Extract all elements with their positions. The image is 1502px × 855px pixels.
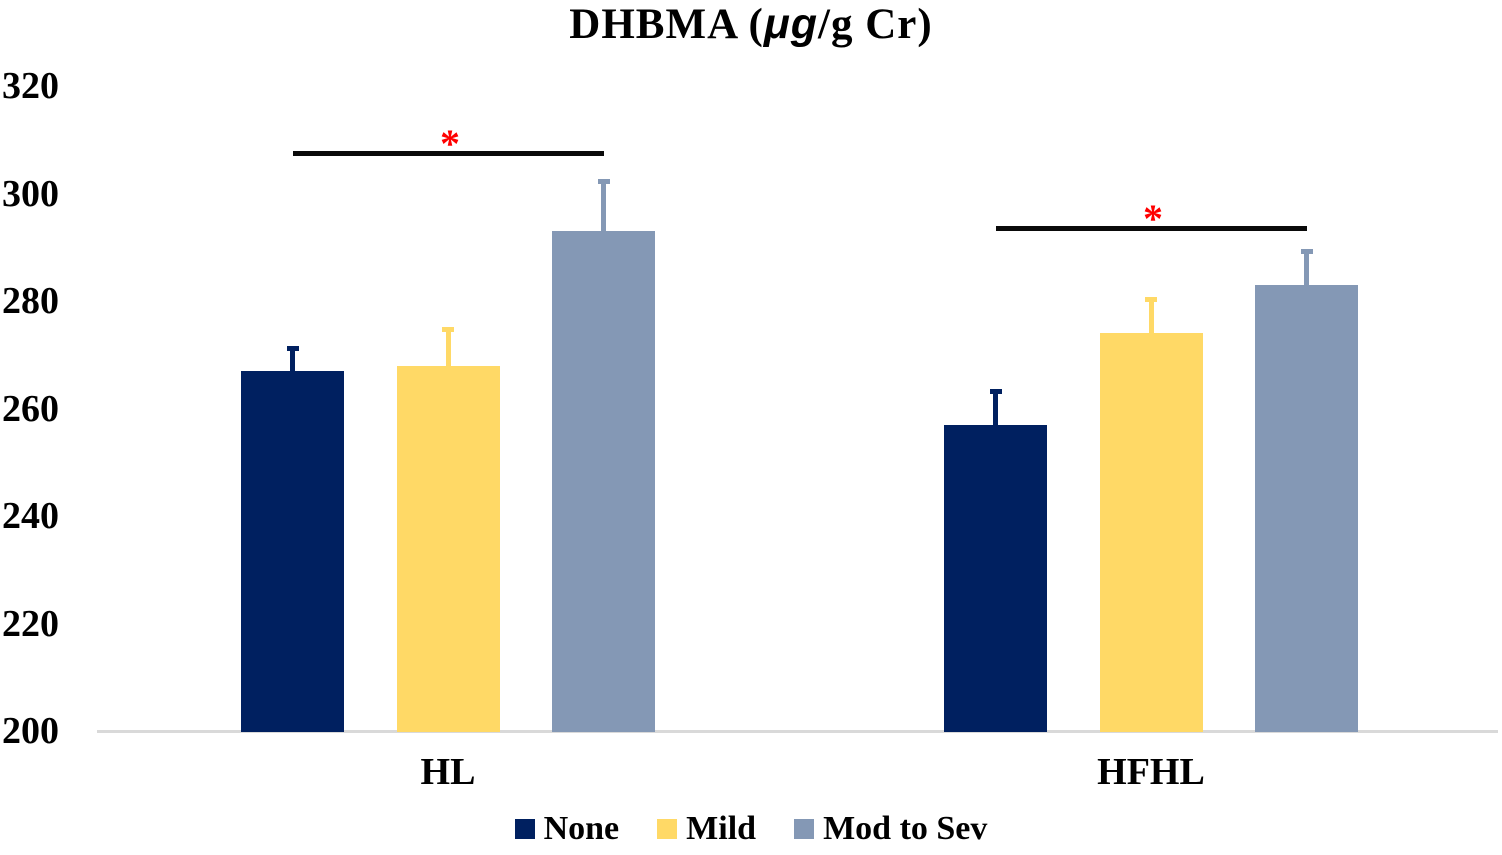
bar-hl-none <box>241 370 344 732</box>
legend-label: Mild <box>686 810 757 847</box>
chart-title-mu-unit: μg <box>763 0 819 48</box>
legend-item-none: None <box>514 810 620 847</box>
error-bar-cap <box>442 326 454 332</box>
y-axis-tick-label: 320 <box>2 65 59 107</box>
legend: None Mild Mod to Sev <box>0 812 1502 846</box>
x-axis-group-label-hfhl: HFHL <box>1097 751 1205 793</box>
y-axis-tick-label: 220 <box>2 602 59 645</box>
bar-hl-mild <box>396 365 500 732</box>
y-axis-tick-label: 280 <box>2 280 59 322</box>
y-axis-tick-label: 260 <box>2 387 59 430</box>
error-bar-stem <box>1304 249 1309 285</box>
error-bar-stem <box>445 327 451 366</box>
error-bar-stem <box>601 180 606 232</box>
error-bar-stem <box>993 389 998 425</box>
x-axis-line <box>97 729 1498 733</box>
x-axis-group-label-hl: HL <box>420 751 476 793</box>
y-axis-tick-label: 300 <box>2 172 59 215</box>
legend-item-mild: Mild <box>657 812 756 846</box>
significance-line-hfhl <box>995 225 1307 231</box>
error-bar-cap <box>286 345 299 351</box>
legend-swatch-icon <box>794 819 815 839</box>
bar-hfhl-mod-to-sev <box>1255 284 1358 732</box>
chart-title-suffix: /g Cr) <box>818 1 933 48</box>
plot-area: 320 300 280 260 240 220 200 * * HL HFHL <box>2 65 1498 793</box>
significance-asterisk-hl: * <box>440 120 460 166</box>
significance-asterisk-hfhl: * <box>1143 195 1163 241</box>
error-bar-cap <box>597 179 610 185</box>
legend-label: None <box>543 810 620 847</box>
legend-label: Mod to Sev <box>823 810 988 847</box>
legend-swatch-icon <box>514 819 535 839</box>
error-bar-cap <box>1145 297 1157 303</box>
chart-title: DHBMA (μg/g Cr) <box>0 0 1502 49</box>
legend-item-mod-to-sev: Mod to Sev <box>794 812 987 846</box>
error-bar-stem <box>1148 298 1154 334</box>
bar-hfhl-mild <box>1099 333 1203 732</box>
significance-line-hl <box>292 150 604 156</box>
chart-title-text: DHBMA ( <box>569 1 764 48</box>
y-axis-tick-label: 240 <box>2 495 59 537</box>
legend-swatch-icon <box>657 819 678 839</box>
error-bar-stem <box>290 346 295 371</box>
y-axis-tick-label: 200 <box>2 710 59 752</box>
bar-hl-mod-to-sev <box>552 231 655 732</box>
error-bar-cap <box>1300 248 1313 254</box>
error-bar-cap <box>989 388 1002 394</box>
bar-hfhl-none <box>944 424 1047 732</box>
